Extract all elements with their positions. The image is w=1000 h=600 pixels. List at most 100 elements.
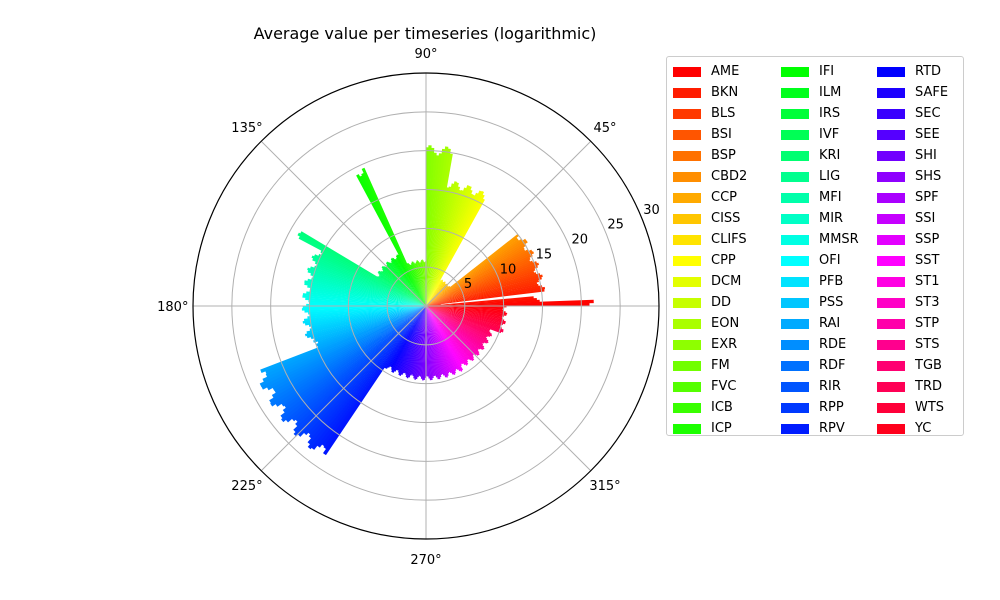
data-points-wedge (426, 306, 474, 362)
legend-item: SST (877, 250, 967, 271)
legend-swatch (877, 318, 905, 329)
data-points-wedge (426, 306, 490, 332)
data-points-wedge (409, 264, 426, 306)
legend-swatch (673, 66, 701, 77)
data-points-wedge (423, 306, 426, 380)
legend-item: YC (877, 418, 967, 439)
data-points-wedge (408, 306, 426, 378)
data-points-wedge (295, 306, 426, 423)
legend-item: CBD2 (673, 166, 781, 187)
data-points-wedge (426, 190, 485, 306)
data-points-wedge (426, 193, 474, 306)
legend-swatch (781, 297, 809, 308)
legend-swatch (877, 66, 905, 77)
legend-item: TGB (877, 355, 967, 376)
legend-item: ICB (673, 397, 781, 418)
data-points-wedge (426, 306, 463, 372)
data-points-wedge (426, 251, 535, 306)
data-points-wedge (269, 306, 426, 404)
data-points-wedge (397, 306, 426, 373)
legend-swatch (781, 255, 809, 266)
data-points-wedge (281, 306, 426, 407)
data-points-wedge (382, 270, 426, 306)
legend-swatch (673, 276, 701, 287)
data-points-wedge (426, 243, 527, 306)
data-points-wedge (426, 254, 533, 306)
legend-swatch (877, 234, 905, 245)
data-points-wedge (320, 252, 426, 306)
data-points-wedge (426, 306, 488, 340)
data-points-wedge (382, 265, 426, 306)
data-points-wedge (265, 306, 426, 375)
data-points-wedge (426, 185, 470, 306)
legend-label: WTS (915, 400, 945, 415)
legend-item: SEE (877, 124, 967, 145)
data-points-wedge (426, 296, 534, 306)
legend-label: MMSR (819, 232, 859, 247)
data-points-wedge (426, 181, 457, 306)
legend-label: CLIFS (711, 232, 747, 247)
data-points-wedge (262, 306, 426, 383)
data-points-wedge (426, 306, 485, 348)
data-points-wedge (390, 306, 426, 368)
legend-label: BLS (711, 106, 736, 121)
data-points-wedge (426, 185, 472, 306)
legend-item: BLS (673, 103, 781, 124)
legend-label: FM (711, 358, 730, 373)
data-points-wedge (291, 306, 426, 422)
data-points-wedge (396, 306, 426, 371)
data-points-wedge (426, 281, 443, 306)
legend-item: STS (877, 334, 967, 355)
data-points-wedge (422, 306, 426, 381)
legend-item: PFB (781, 271, 877, 292)
data-points-wedge (426, 187, 450, 306)
data-points-wedge (395, 258, 426, 306)
legend-swatch (877, 129, 905, 140)
data-points-wedge (306, 291, 426, 306)
legend-label: SHI (915, 148, 937, 163)
data-points-wedge (311, 277, 426, 306)
legend-swatch (781, 129, 809, 140)
data-points-wedge (426, 306, 470, 360)
legend-swatch (781, 318, 809, 329)
legend-swatch (781, 339, 809, 350)
data-points-wedge (265, 306, 426, 378)
data-points-wedge (426, 282, 444, 306)
legend-item: RPV (781, 418, 877, 439)
data-points-wedge (280, 306, 426, 419)
data-points-wedge (426, 281, 445, 306)
legend-item: ST3 (877, 292, 967, 313)
data-points-wedge (426, 306, 484, 350)
data-points-wedge (386, 261, 426, 306)
legend-item: SPF (877, 187, 967, 208)
legend-swatch (877, 255, 905, 266)
legend-item: SSI (877, 208, 967, 229)
legend-label: SSI (915, 211, 936, 226)
legend-item: BSP (673, 145, 781, 166)
data-points-wedge (314, 254, 426, 306)
data-points-wedge (426, 281, 444, 306)
data-points-wedge (418, 306, 426, 376)
legend-label: ILM (819, 85, 842, 100)
data-points-wedge (391, 257, 426, 306)
legend-swatch (877, 171, 905, 182)
legend-swatch (673, 339, 701, 350)
data-points-wedge (426, 306, 493, 337)
legend-label: AME (711, 64, 740, 79)
legend-swatch (673, 213, 701, 224)
data-points-wedge (381, 268, 426, 306)
data-points-wedge (404, 306, 426, 374)
data-points-wedge (391, 306, 426, 373)
r-tick-label: 30 (643, 203, 660, 218)
legend-item: AME (673, 61, 781, 82)
legend-swatch (673, 234, 701, 245)
data-points-wedge (426, 306, 484, 346)
data-points-wedge (426, 198, 485, 306)
data-points-wedge (382, 270, 426, 306)
legend-swatch (673, 402, 701, 413)
legend-swatch (781, 171, 809, 182)
legend-label: IFI (819, 64, 835, 79)
data-points-wedge (305, 297, 426, 306)
data-points-wedge (297, 232, 426, 306)
data-points-wedge (412, 306, 426, 377)
